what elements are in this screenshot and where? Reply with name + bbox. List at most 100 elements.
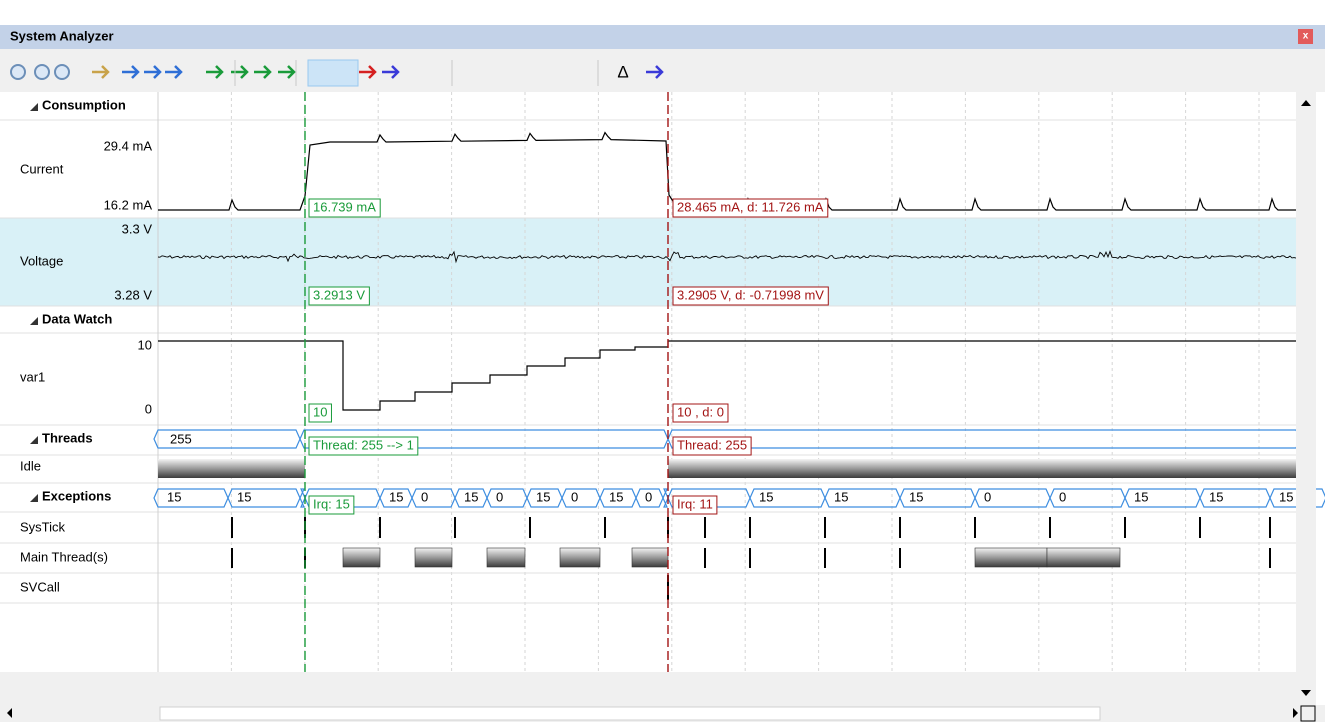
grid [0, 92, 1296, 672]
toolbar-icons [10, 59, 664, 87]
collapse-arrow [30, 103, 38, 111]
signal-name: Main Thread(s) [20, 549, 108, 564]
cursor-value: 10 [313, 404, 327, 419]
exception-value: 0 [984, 489, 991, 504]
voltage-trace [157, 250, 1297, 264]
tool-icon [144, 65, 162, 79]
scroll-down[interactable] [1301, 690, 1311, 696]
section-header: Exceptions [42, 488, 111, 503]
labels: Consumption Data Watch Threads Exceptions Cu… [18, 97, 1293, 700]
exception-value: 15 [1279, 489, 1293, 504]
tool-icon [254, 65, 272, 79]
cursor-value-box [308, 198, 381, 218]
main-thread-run [342, 547, 381, 568]
signal-name: SVCall [20, 579, 60, 594]
collapse-arrow [30, 494, 38, 502]
section-header: Consumption [42, 97, 126, 112]
cursor-value-box [308, 495, 355, 515]
section-header: Data Watch [42, 311, 112, 326]
tool-icon [646, 65, 664, 79]
main-thread-run [559, 547, 601, 568]
exception-value: 15 [1134, 489, 1148, 504]
idle-bar [668, 459, 1296, 478]
cursor-value: Thread: 255 [677, 437, 747, 452]
title-bar [0, 25, 1325, 49]
exception-value: 15 [609, 489, 623, 504]
tool-icon [165, 65, 183, 79]
cursor-value: Irq: 15 [313, 496, 350, 511]
cursor-value-box [672, 403, 729, 423]
scroll-left[interactable] [7, 708, 12, 718]
delta-button[interactable]: Δ [617, 62, 628, 81]
exception-bus [1269, 488, 1325, 508]
main-thread-run [414, 547, 453, 568]
signal-name: var1 [20, 369, 45, 384]
tool-icon [10, 64, 26, 80]
tool-icon [278, 65, 296, 79]
exception-value: 0 [571, 489, 578, 504]
scroll-up[interactable] [1301, 100, 1311, 106]
tool-icon [206, 65, 224, 79]
exception-value: 15 [536, 489, 550, 504]
tool-icon [34, 64, 50, 80]
cursor-value: Thread: 255 --> 1 [313, 437, 414, 452]
close-glyph: x [1303, 31, 1309, 42]
collapse-arrow [30, 436, 38, 444]
toolbar [0, 49, 1325, 92]
voltage-label-band [0, 218, 158, 306]
cursor-value-box [308, 403, 332, 423]
cursor-value-box [308, 436, 419, 456]
cursor-value: Irq: 11 [677, 496, 713, 511]
scale-label: 16.2 mA [104, 197, 153, 212]
collapse-arrow [30, 317, 38, 325]
waveforms [153, 92, 1325, 690]
tool-icon [382, 65, 400, 79]
cursor-value-box [672, 286, 829, 306]
exception-value: 0 [645, 489, 652, 504]
var1-trace [158, 340, 1296, 411]
main-thread-run [1046, 547, 1121, 568]
exception-value: 0 [1059, 489, 1066, 504]
scale-label: 3.3 V [122, 221, 153, 236]
time-axis-band [0, 672, 1296, 705]
signal-name: Current [20, 161, 64, 176]
main-thread-run [631, 547, 669, 568]
signal-name: Voltage [20, 253, 63, 268]
section-header: Threads [42, 430, 93, 445]
cursor-value: 3.2913 V [313, 287, 365, 302]
tool-icon [54, 64, 70, 80]
thread-value: 255 [170, 431, 192, 446]
cursor-value: 16.739 mA [313, 199, 376, 214]
exception-value: 0 [421, 489, 428, 504]
scroll-thumb[interactable] [159, 706, 1101, 721]
scale-label: 10 [138, 337, 152, 352]
signal-name: SysTick [20, 519, 66, 534]
exception-value: 15 [167, 489, 181, 504]
cursor-value: 3.2905 V, d: -0.71998 mV [677, 287, 824, 302]
exception-value: 15 [389, 489, 403, 504]
exception-value: 15 [909, 489, 923, 504]
cursor-value: 28.465 mA, d: 11.726 mA [677, 199, 824, 214]
scroll-right[interactable] [1293, 708, 1298, 718]
cursor-value-box [672, 436, 752, 456]
scale-label: 0 [145, 401, 152, 416]
scale-label: 29.4 mA [104, 138, 153, 153]
exception-value: 15 [1209, 489, 1223, 504]
cursor-value: 10 , d: 0 [677, 404, 724, 419]
tool-icon [122, 65, 140, 79]
exception-value: 15 [237, 489, 251, 504]
close-button[interactable] [1298, 29, 1313, 44]
toggled-tool [307, 59, 359, 87]
cursor-value-box [308, 286, 370, 306]
cursor-value-box [672, 198, 829, 218]
exception-value: 15 [834, 489, 848, 504]
exception-value: 15 [464, 489, 478, 504]
window-title: System Analyzer [10, 28, 114, 43]
tool-icon [231, 65, 249, 79]
tool-icon [92, 65, 110, 79]
scroll-end[interactable] [1300, 705, 1316, 722]
main-thread-run [974, 547, 1048, 568]
vertical-scrollbar[interactable] [1296, 92, 1316, 705]
